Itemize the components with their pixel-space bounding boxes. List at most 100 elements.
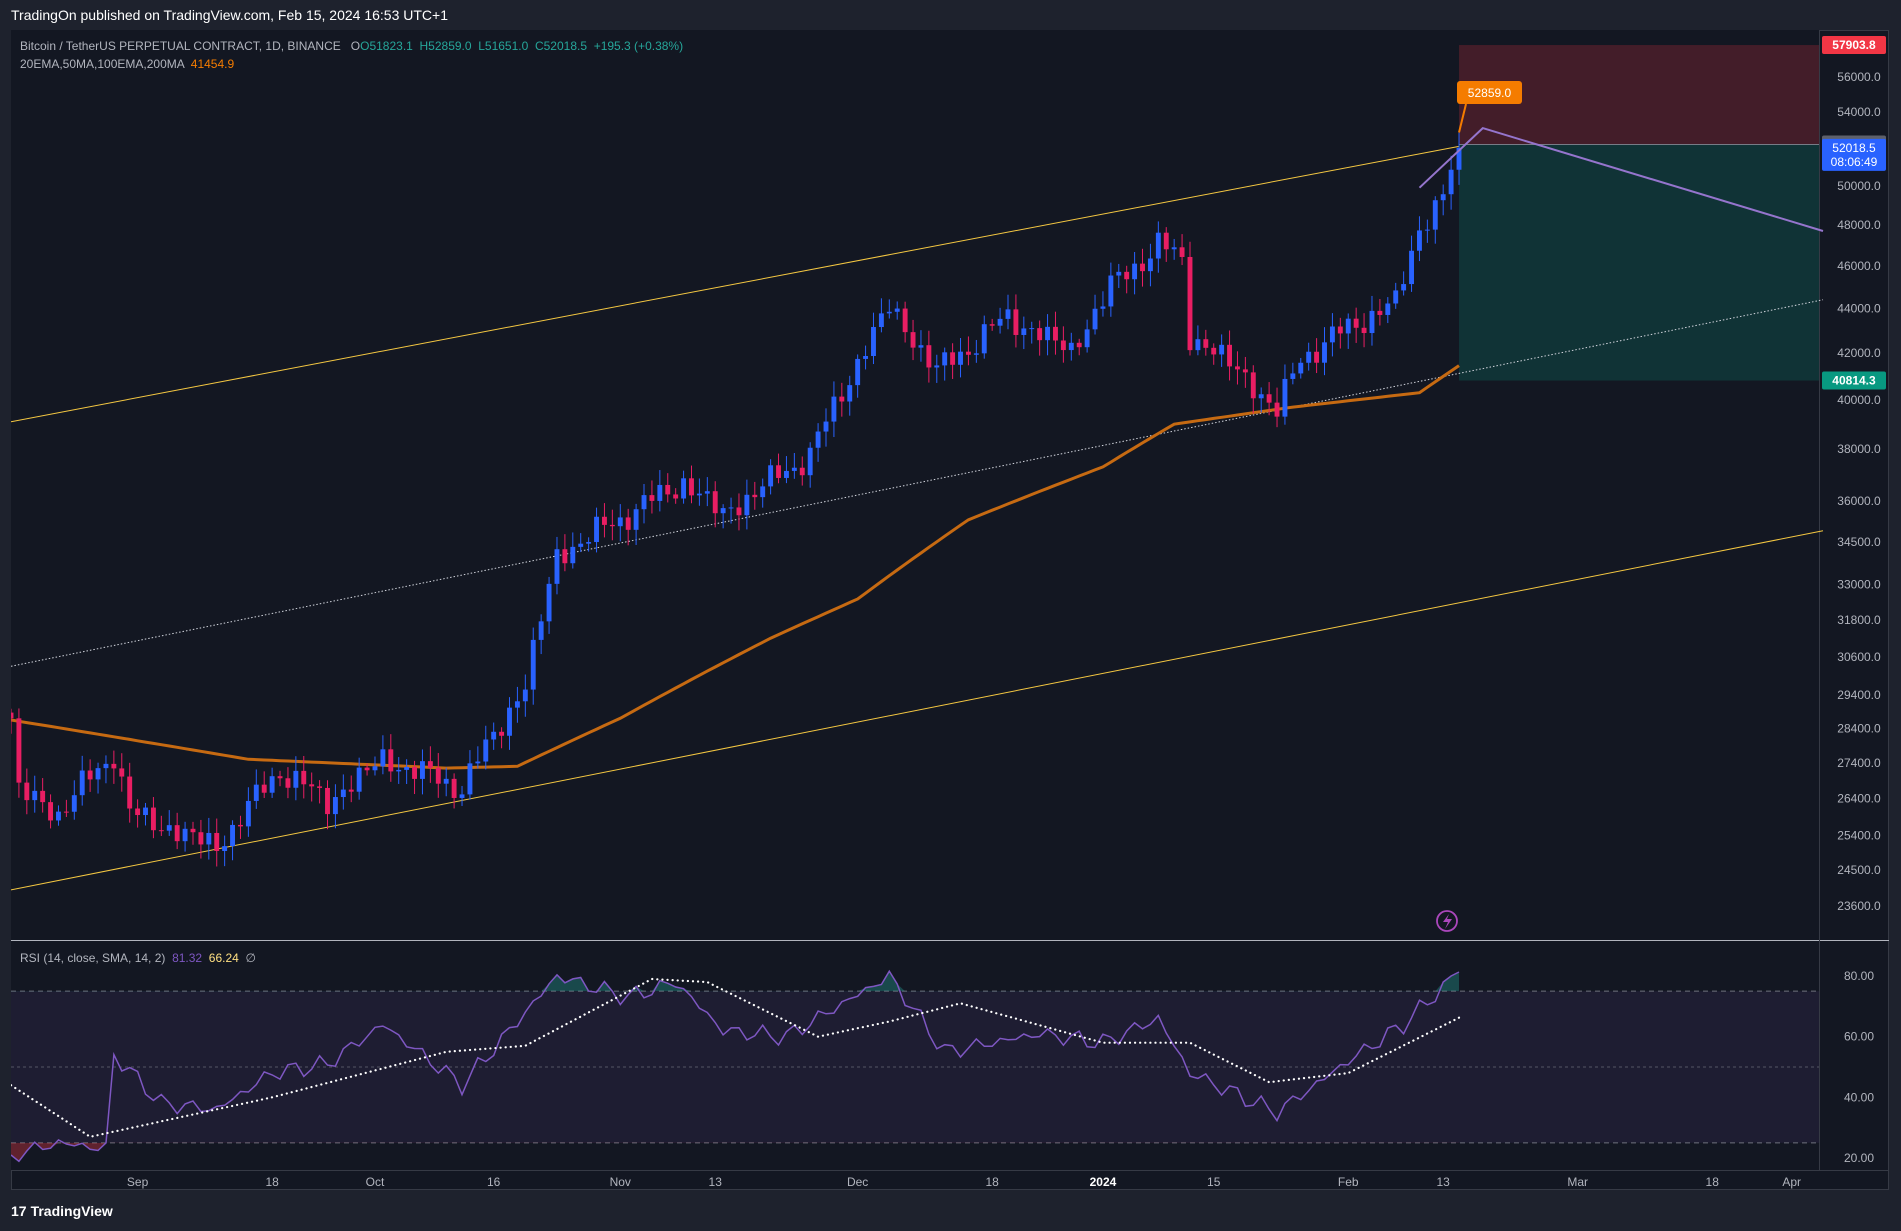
- candle[interactable]: [799, 456, 805, 486]
- candle[interactable]: [467, 750, 473, 800]
- candle[interactable]: [704, 477, 710, 507]
- rsi-legend[interactable]: RSI (14, close, SMA, 14, 2) 81.32 66.24 …: [20, 950, 256, 966]
- channel-lower-line[interactable]: [11, 530, 1824, 891]
- candle[interactable]: [1440, 184, 1446, 216]
- candle[interactable]: [570, 532, 576, 569]
- candle[interactable]: [87, 759, 93, 792]
- candle[interactable]: [1432, 196, 1438, 244]
- candle[interactable]: [902, 301, 908, 343]
- candle[interactable]: [277, 770, 283, 787]
- candle[interactable]: [1092, 294, 1098, 335]
- candle[interactable]: [230, 820, 236, 861]
- candle[interactable]: [11, 708, 14, 734]
- candle[interactable]: [649, 480, 655, 514]
- candle[interactable]: [1037, 320, 1043, 356]
- tradingview-brand[interactable]: 17 TradingView: [11, 1200, 113, 1222]
- candle[interactable]: [720, 504, 726, 529]
- candle[interactable]: [1076, 338, 1082, 356]
- candle[interactable]: [206, 817, 212, 860]
- lightning-icon[interactable]: [1436, 910, 1458, 932]
- candle[interactable]: [63, 799, 69, 817]
- ma-200-line[interactable]: [11, 364, 1460, 770]
- candle[interactable]: [1353, 307, 1359, 343]
- candle[interactable]: [617, 504, 623, 542]
- candle[interactable]: [317, 780, 323, 804]
- candle[interactable]: [562, 534, 568, 572]
- candle[interactable]: [412, 760, 417, 795]
- candle[interactable]: [839, 382, 845, 417]
- candle[interactable]: [926, 330, 932, 383]
- candle[interactable]: [609, 509, 615, 541]
- candle[interactable]: [1250, 365, 1256, 414]
- candle[interactable]: [673, 488, 679, 504]
- candle[interactable]: [119, 753, 125, 792]
- candle[interactable]: [135, 799, 141, 828]
- candle[interactable]: [103, 755, 109, 784]
- candle[interactable]: [459, 785, 465, 806]
- candle[interactable]: [1242, 356, 1248, 388]
- candle[interactable]: [696, 478, 702, 506]
- candle[interactable]: [1306, 342, 1312, 371]
- candle[interactable]: [32, 775, 38, 813]
- candle[interactable]: [380, 735, 386, 775]
- candle[interactable]: [1211, 343, 1217, 365]
- candle[interactable]: [1369, 295, 1375, 346]
- target-price-tag[interactable]: 40814.3: [1822, 371, 1886, 390]
- candle[interactable]: [1290, 362, 1296, 385]
- candle[interactable]: [261, 771, 267, 798]
- candle[interactable]: [1013, 294, 1019, 348]
- candle[interactable]: [1219, 334, 1225, 367]
- candle[interactable]: [1377, 298, 1383, 326]
- candle[interactable]: [1155, 221, 1161, 273]
- candle[interactable]: [578, 533, 584, 553]
- candle[interactable]: [491, 722, 497, 750]
- candle[interactable]: [507, 697, 512, 750]
- candle[interactable]: [56, 805, 61, 826]
- rsi-line[interactable]: [11, 969, 1460, 1163]
- candle[interactable]: [831, 381, 837, 438]
- candle[interactable]: [198, 819, 204, 859]
- candle[interactable]: [1266, 382, 1272, 416]
- candle[interactable]: [293, 756, 299, 801]
- candle[interactable]: [538, 614, 544, 655]
- candle[interactable]: [530, 627, 536, 705]
- candle[interactable]: [847, 375, 853, 416]
- candle[interactable]: [1409, 235, 1414, 292]
- candle[interactable]: [182, 821, 188, 852]
- candle[interactable]: [1132, 251, 1138, 295]
- candle[interactable]: [934, 354, 940, 383]
- candle[interactable]: [475, 746, 481, 769]
- candle[interactable]: [1361, 313, 1367, 348]
- candle[interactable]: [420, 749, 425, 795]
- stop-price-tag[interactable]: 57903.8: [1822, 36, 1886, 55]
- main-pane[interactable]: [11, 30, 1819, 940]
- candle[interactable]: [16, 708, 22, 798]
- candle[interactable]: [823, 408, 829, 447]
- candle[interactable]: [24, 768, 30, 815]
- candle[interactable]: [546, 576, 552, 634]
- candle[interactable]: [166, 810, 172, 836]
- candle[interactable]: [404, 759, 410, 785]
- candle[interactable]: [127, 762, 133, 823]
- symbol-legend[interactable]: Bitcoin / TetherUS PERPETUAL CONTRACT, 1…: [20, 39, 684, 53]
- candle[interactable]: [1100, 291, 1106, 317]
- candle[interactable]: [1147, 243, 1153, 287]
- candle[interactable]: [997, 307, 1003, 334]
- rsi-pane[interactable]: [11, 941, 1819, 1170]
- candle[interactable]: [1005, 294, 1011, 330]
- candle[interactable]: [499, 727, 505, 749]
- candle[interactable]: [238, 815, 243, 839]
- candle[interactable]: [1235, 351, 1240, 385]
- candle[interactable]: [791, 453, 797, 479]
- candle[interactable]: [1314, 338, 1320, 374]
- candle[interactable]: [1322, 327, 1327, 376]
- candle[interactable]: [1029, 321, 1035, 344]
- candle[interactable]: [364, 763, 370, 776]
- channel-upper-line[interactable]: [11, 145, 1460, 423]
- candle[interactable]: [807, 442, 813, 488]
- candle[interactable]: [325, 780, 330, 830]
- candle[interactable]: [981, 315, 987, 359]
- candle[interactable]: [973, 339, 979, 363]
- candle[interactable]: [253, 769, 259, 809]
- candle[interactable]: [641, 484, 647, 524]
